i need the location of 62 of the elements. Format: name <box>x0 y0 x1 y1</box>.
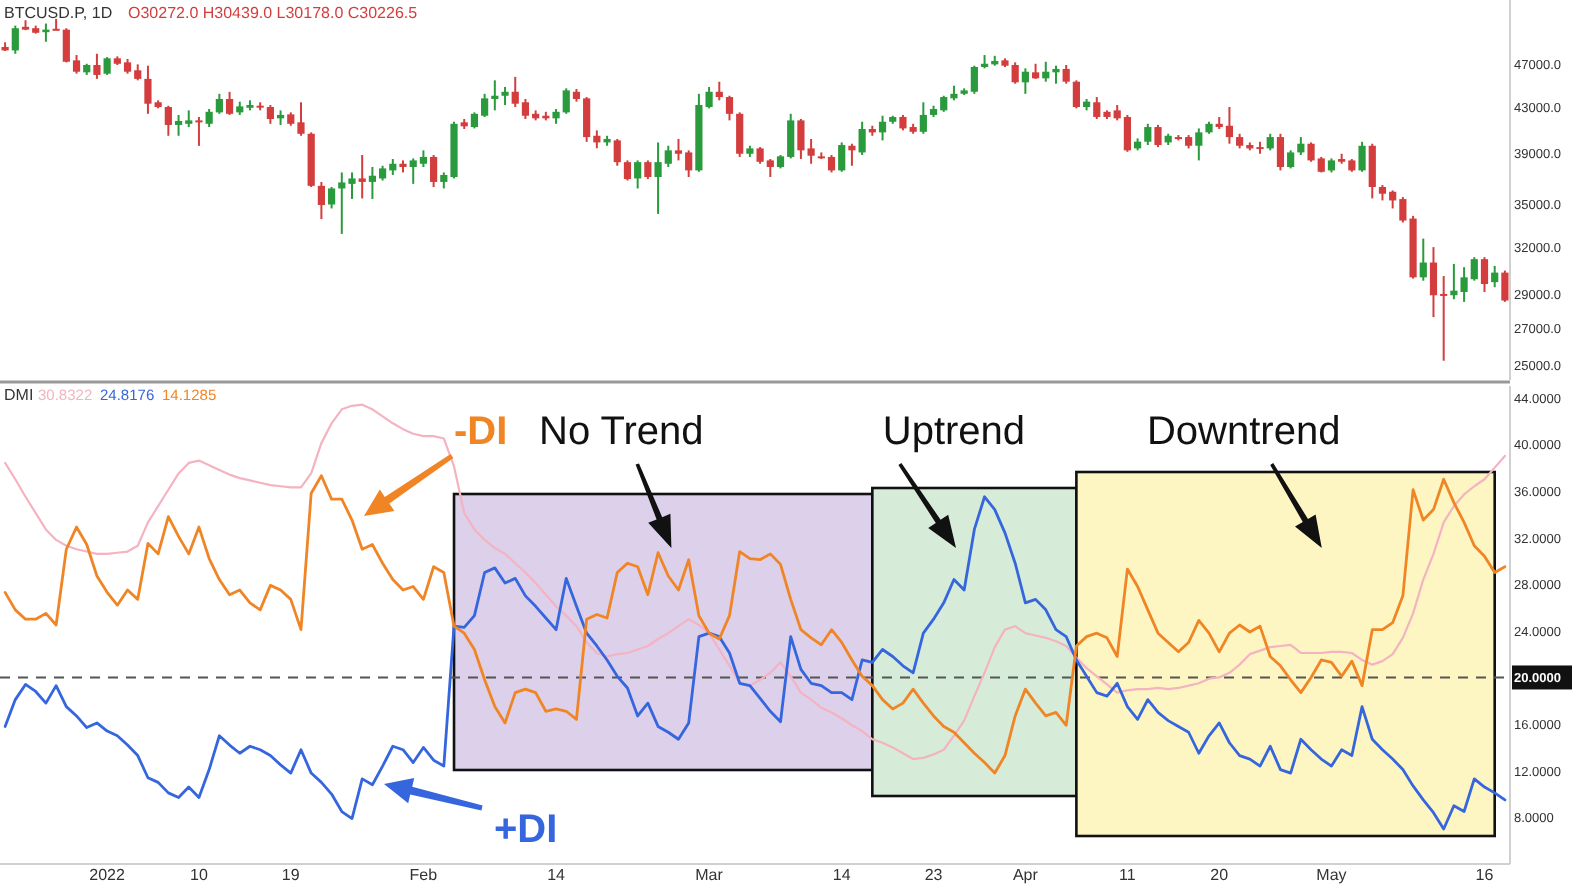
x-tick-label: May <box>1316 866 1347 884</box>
chart-subtitle: O30272.0 H30439.0 L30178.0 C30226.5 <box>128 4 419 22</box>
x-tick-label: Mar <box>695 866 724 884</box>
candlestick <box>1480 256 1489 293</box>
candlestick <box>205 108 213 129</box>
candlestick <box>501 85 509 107</box>
series-label: +DI <box>494 808 558 852</box>
candlestick <box>1154 123 1162 149</box>
candlestick <box>327 186 336 210</box>
candlestick <box>848 142 856 167</box>
x-tick-label: 11 <box>1119 866 1137 884</box>
candlestick <box>1195 127 1203 162</box>
line-series <box>3 474 1507 775</box>
candlestick <box>225 90 234 116</box>
candlestick <box>317 180 325 221</box>
candlestick <box>736 111 744 158</box>
x-tick-label: 14 <box>547 866 567 884</box>
x-tick-label: Feb <box>409 866 439 884</box>
candlestick <box>164 104 172 137</box>
candlestick <box>562 87 570 115</box>
candlestick <box>1368 142 1376 200</box>
candlestick <box>1144 122 1152 147</box>
x-tick-label: 14 <box>832 866 852 884</box>
candlestick <box>725 94 734 122</box>
candlestick <box>93 52 101 80</box>
x-tick-label: Apr <box>1012 866 1039 884</box>
band-label: Uptrend <box>882 410 1026 454</box>
candlestick <box>1358 140 1366 173</box>
band-label: Downtrend <box>1146 410 1341 454</box>
line-series <box>3 403 1506 761</box>
candlestick <box>1287 149 1295 170</box>
band-label: No Trend <box>539 410 704 454</box>
candlestick <box>919 101 927 135</box>
candlestick <box>1021 67 1029 95</box>
candlestick <box>1072 79 1080 110</box>
candlestick <box>1419 237 1427 282</box>
x-tick-label: 20 <box>1210 866 1230 884</box>
candlestick <box>715 80 723 102</box>
candlestick <box>858 120 866 156</box>
chart-title: DMI <box>4 386 34 404</box>
candlestick <box>634 159 642 190</box>
candlestick <box>1501 269 1509 303</box>
candlestick <box>623 159 632 182</box>
x-tick-label: 19 <box>281 866 301 884</box>
candlestick <box>11 24 19 55</box>
candlestick <box>878 114 887 142</box>
candlestick <box>838 141 846 173</box>
candlestick <box>215 92 223 115</box>
candlestick <box>1062 63 1070 85</box>
x-tick-label: 10 <box>190 866 209 884</box>
candlestick <box>1491 264 1499 289</box>
candlestick <box>613 137 621 167</box>
x-tick-label: 16 <box>1475 866 1495 884</box>
x-tick-label: 23 <box>924 866 944 884</box>
candlestick <box>195 115 203 147</box>
chart-title: BTCUSD.P, 1D <box>4 4 113 22</box>
candlestick <box>1276 132 1285 172</box>
text: -DI <box>454 410 508 454</box>
candlestick <box>358 153 366 200</box>
candlestick <box>644 159 652 181</box>
x-tick-label: 2022 <box>89 866 127 884</box>
candlestick <box>430 153 438 189</box>
